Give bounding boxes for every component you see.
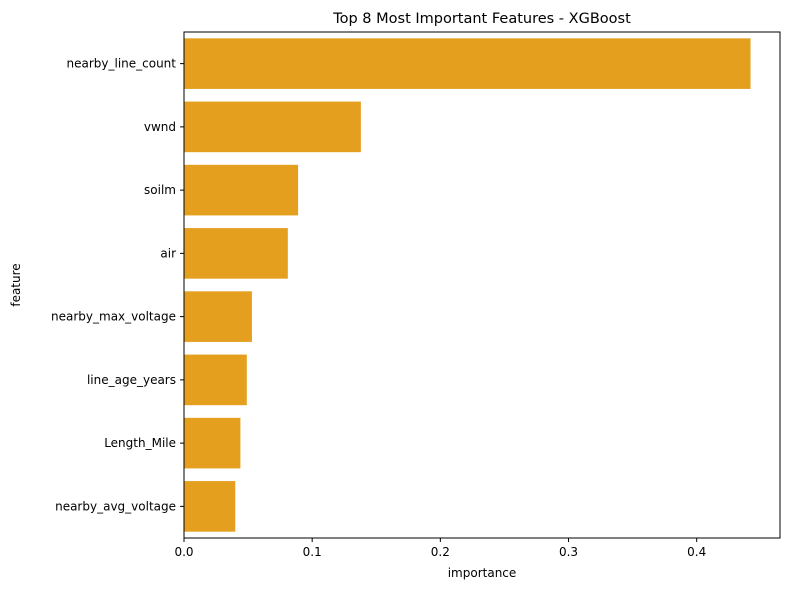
y-tick-label: Length_Mile	[104, 436, 176, 450]
y-tick-label: nearby_avg_voltage	[55, 499, 176, 513]
bar-vwnd	[184, 101, 361, 153]
x-tick-label: 0.0	[174, 545, 193, 559]
chart-title: Top 8 Most Important Features - XGBoost	[332, 11, 631, 27]
y-tick-label: nearby_max_voltage	[51, 310, 176, 324]
y-tick-label: nearby_line_count	[66, 57, 176, 71]
x-tick-label: 0.2	[431, 545, 450, 559]
bar-nearby_avg_voltage	[184, 481, 236, 532]
x-axis-label: importance	[448, 566, 517, 580]
bar-Length_Mile	[184, 417, 241, 469]
x-axis-ticks: 0.0 0.1 0.2 0.3 0.4	[174, 538, 706, 559]
x-tick-label: 0.4	[687, 545, 706, 559]
y-tick-label: vwnd	[144, 120, 176, 134]
y-tick-label: air	[160, 246, 176, 260]
bar-nearby_line_count	[184, 38, 751, 89]
x-tick-label: 0.1	[303, 545, 322, 559]
bar-air	[184, 228, 288, 279]
y-tick-label: line_age_years	[87, 373, 176, 387]
bar-soilm	[184, 164, 299, 216]
bars-group	[184, 38, 751, 532]
x-tick-label: 0.3	[559, 545, 578, 559]
bar-line_age_years	[184, 354, 247, 406]
bar-nearby_max_voltage	[184, 291, 252, 342]
plot-frame	[183, 31, 781, 539]
y-tick-label: soilm	[144, 183, 176, 197]
y-axis-label: feature	[9, 263, 23, 306]
